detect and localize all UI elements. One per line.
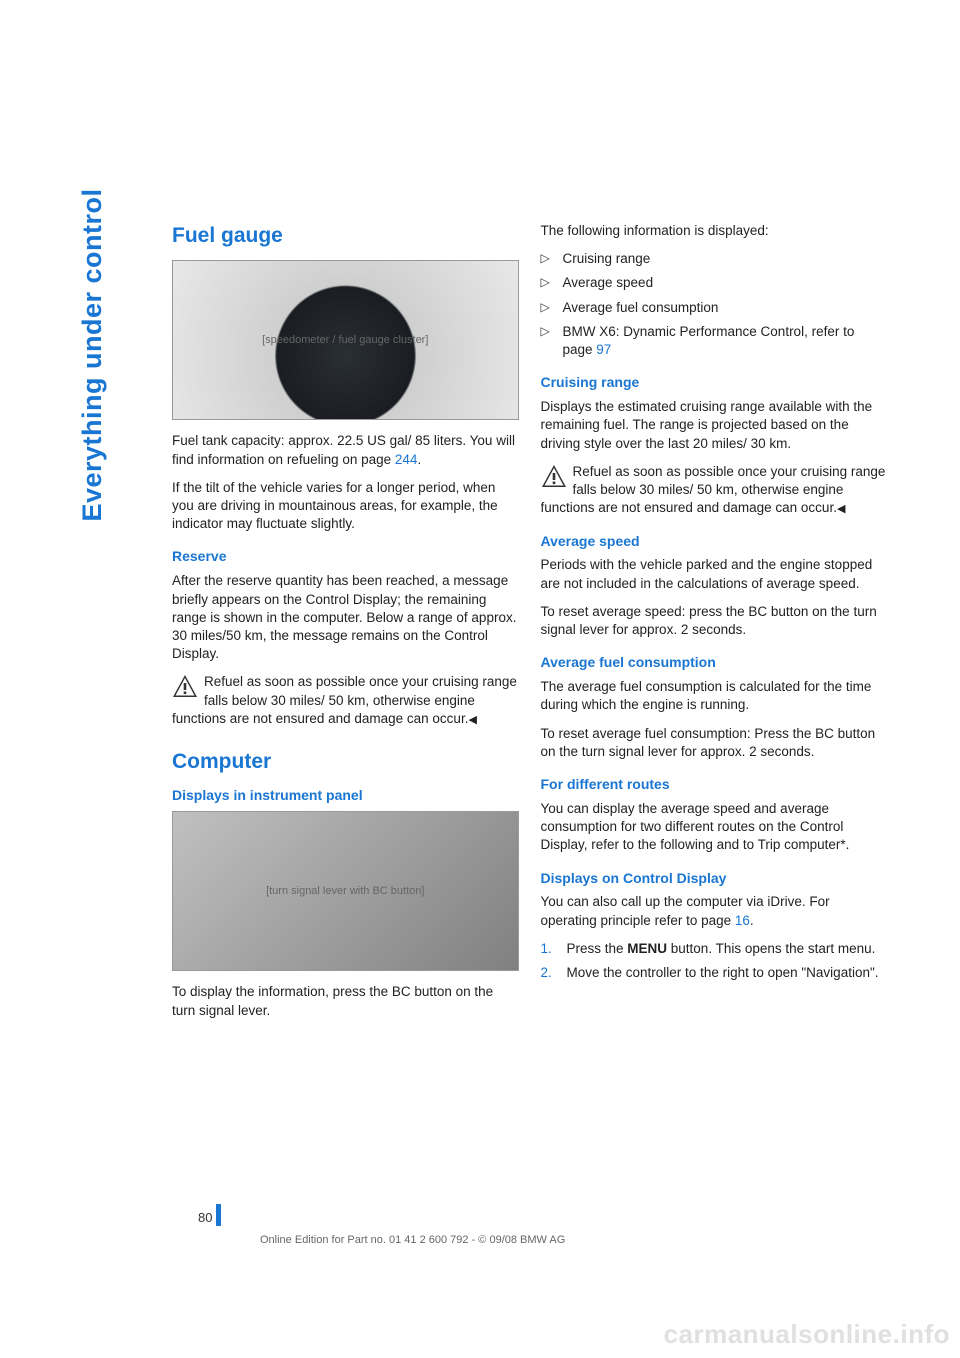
page-ref-link[interactable]: 244 [395, 452, 418, 467]
paragraph: The following information is displayed: [541, 222, 888, 240]
info-list: Cruising range Average speed Average fue… [541, 250, 888, 359]
figure-fuel-gauge: [speedometer / fuel gauge cluster] [172, 260, 519, 420]
heading-different-routes: For different routes [541, 775, 888, 794]
warning-note: Refuel as soon as possible once your cru… [541, 463, 888, 518]
paragraph: Periods with the vehicle parked and the … [541, 556, 888, 592]
heading-reserve: Reserve [172, 547, 519, 566]
text: You can also call up the computer via iD… [541, 894, 830, 927]
heading-displays-panel: Displays in instrument panel [172, 786, 519, 805]
paragraph: Fuel tank capacity: approx. 22.5 US gal/… [172, 432, 519, 468]
paragraph: To display the information, press the BC… [172, 983, 519, 1019]
page-body: Fuel gauge [speedometer / fuel gauge clu… [172, 222, 887, 1030]
step-item: 2. Move the controller to the right to o… [541, 964, 888, 982]
text: Press the [567, 941, 628, 956]
paragraph: To reset average speed: press the BC but… [541, 603, 888, 639]
list-item: Cruising range [541, 250, 888, 268]
step-list: 1. Press the MENU button. This opens the… [541, 940, 888, 982]
warning-text: Refuel as soon as possible once your cru… [172, 674, 517, 725]
text: . [417, 452, 421, 467]
heading-average-fuel: Average fuel consumption [541, 653, 888, 672]
button-name: MENU [627, 941, 667, 956]
paragraph: The average fuel consumption is calculat… [541, 678, 888, 714]
paragraph: You can also call up the computer via iD… [541, 893, 888, 929]
paragraph: After the reserve quantity has been reac… [172, 572, 519, 663]
end-mark-icon: ◀ [837, 503, 845, 515]
paragraph: To reset average fuel consumption: Press… [541, 725, 888, 761]
step-item: 1. Press the MENU button. This opens the… [541, 940, 888, 958]
footer-copyright: Online Edition for Part no. 01 41 2 600 … [260, 1234, 565, 1246]
heading-average-speed: Average speed [541, 532, 888, 551]
warning-icon [172, 674, 198, 698]
paragraph: You can display the average speed and av… [541, 800, 888, 855]
heading-cruising-range: Cruising range [541, 373, 888, 392]
text: . [750, 913, 754, 928]
warning-note: Refuel as soon as possible once your cru… [172, 673, 519, 728]
heading-computer: Computer [172, 748, 519, 776]
page-number: 80 [198, 1210, 212, 1225]
figure-turn-signal-lever: [turn signal lever with BC button] [172, 811, 519, 971]
heading-control-display: Displays on Control Display [541, 869, 888, 888]
text: button. This opens the start menu. [667, 941, 875, 956]
list-item: Average fuel consumption [541, 299, 888, 317]
end-mark-icon: ◀ [468, 714, 476, 726]
warning-text: Refuel as soon as possible once your cru… [541, 464, 886, 515]
heading-fuel-gauge: Fuel gauge [172, 222, 519, 250]
text: Fuel tank capacity: approx. 22.5 US gal/… [172, 433, 515, 466]
list-item: Average speed [541, 274, 888, 292]
paragraph: If the tilt of the vehicle varies for a … [172, 479, 519, 534]
watermark: carmanualsonline.info [664, 1319, 950, 1350]
page-number-accent [216, 1204, 221, 1226]
step-number: 2. [541, 964, 552, 982]
page-ref-link[interactable]: 97 [596, 342, 611, 357]
right-column: The following information is displayed: … [541, 222, 888, 1030]
step-number: 1. [541, 940, 552, 958]
text: Move the controller to the right to open… [567, 965, 879, 980]
warning-icon [541, 464, 567, 488]
list-item: BMW X6: Dynamic Performance Control, ref… [541, 323, 888, 359]
sidebar-section-title: Everything under control [77, 155, 108, 555]
left-column: Fuel gauge [speedometer / fuel gauge clu… [172, 222, 519, 1030]
page-ref-link[interactable]: 16 [735, 913, 750, 928]
paragraph: Displays the estimated cruising range av… [541, 398, 888, 453]
